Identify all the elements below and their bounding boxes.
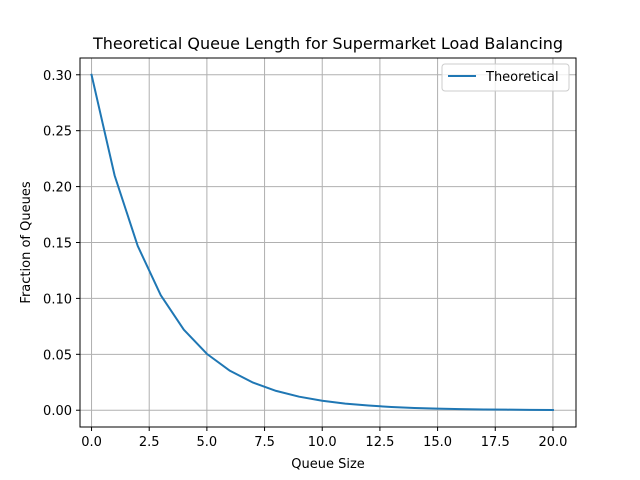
x-tick-label: 12.5 xyxy=(365,435,394,450)
y-tick-label: 0.25 xyxy=(43,125,72,140)
y-tick-label: 0.20 xyxy=(43,181,72,196)
x-tick-label: 0.0 xyxy=(81,435,102,450)
x-tick-label: 7.5 xyxy=(254,435,275,450)
y-tick-label: 0.30 xyxy=(43,69,72,84)
x-tick-label: 10.0 xyxy=(308,435,337,450)
x-axis-ticks: 0.0 2.5 5.0 7.5 10.0 12.5 15.0 17.5 20.0 xyxy=(81,427,567,450)
y-axis-ticks: 0.00 0.05 0.10 0.15 0.20 0.25 0.30 xyxy=(43,69,80,419)
series-line-theoretical xyxy=(90,73,554,412)
legend-box xyxy=(441,63,570,92)
x-tick-label: 5.0 xyxy=(197,435,218,450)
y-tick-label: 0.15 xyxy=(43,237,72,252)
chart-title: Theoretical Queue Length for Supermarket… xyxy=(92,34,563,53)
x-axis-label: Queue Size xyxy=(291,457,365,472)
y-tick-label: 0.10 xyxy=(43,292,72,307)
legend: Theoretical xyxy=(441,63,570,92)
x-tick-label: 2.5 xyxy=(139,435,160,450)
x-tick-label: 20.0 xyxy=(538,435,567,450)
x-tick-label: 15.0 xyxy=(423,435,452,450)
x-tick-label: 17.5 xyxy=(481,435,510,450)
y-tick-label: 0.00 xyxy=(43,404,72,419)
y-axis-label: Fraction of Queues xyxy=(19,181,34,303)
legend-label-theoretical: Theoretical xyxy=(485,70,559,85)
series-layer xyxy=(90,73,554,412)
y-tick-label: 0.05 xyxy=(43,348,72,363)
